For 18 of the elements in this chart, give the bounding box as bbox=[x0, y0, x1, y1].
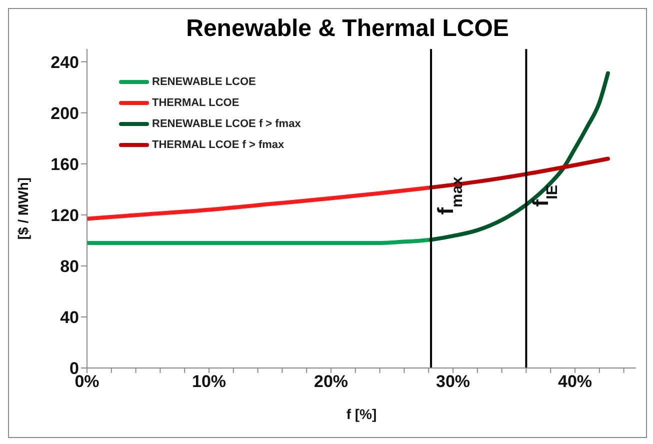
x-tick-label: 40% bbox=[558, 372, 592, 392]
y-tick-label: 240 bbox=[50, 52, 79, 72]
y-axis-title: [$ / MWh] bbox=[14, 177, 31, 240]
legend-label: THERMAL LCOE bbox=[152, 96, 240, 108]
legend-label: RENEWABLE LCOE f > fmax bbox=[152, 118, 301, 130]
legend-label: THERMAL LCOE f > fmax bbox=[152, 138, 284, 150]
x-tick-label: 30% bbox=[436, 372, 470, 392]
y-tick-label: 120 bbox=[50, 206, 79, 225]
legend-label: RENEWABLE LCOE bbox=[152, 76, 256, 88]
y-tick-label: 80 bbox=[60, 256, 79, 276]
chart-title: Renewable & Thermal LCOE bbox=[185, 15, 510, 43]
x-tick-label: 20% bbox=[314, 372, 348, 392]
line-series bbox=[429, 71, 610, 242]
x-axis-title: f [%] bbox=[346, 406, 377, 422]
x-tick-label: 10% bbox=[192, 372, 226, 392]
y-tick-label: 40 bbox=[60, 308, 79, 327]
y-tick-label: 160 bbox=[50, 154, 79, 174]
y-tick-label: 200 bbox=[50, 104, 79, 123]
